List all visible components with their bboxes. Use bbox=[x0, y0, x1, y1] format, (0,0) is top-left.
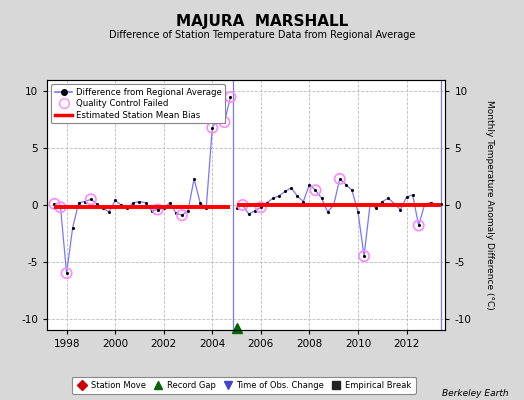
Point bbox=[330, 202, 338, 208]
Text: MAJURA  MARSHALL: MAJURA MARSHALL bbox=[176, 14, 348, 29]
Point bbox=[323, 209, 332, 215]
Point bbox=[378, 198, 387, 205]
Point bbox=[93, 201, 101, 207]
Point bbox=[238, 202, 247, 208]
Point bbox=[342, 181, 350, 188]
Point bbox=[178, 212, 186, 218]
Point bbox=[86, 196, 95, 202]
Y-axis label: Monthly Temperature Anomaly Difference (°C): Monthly Temperature Anomaly Difference (… bbox=[485, 100, 494, 310]
Point bbox=[220, 119, 228, 125]
Point bbox=[396, 206, 405, 213]
Point bbox=[245, 211, 253, 217]
Point bbox=[305, 181, 313, 188]
Point bbox=[402, 194, 411, 200]
Point bbox=[86, 196, 95, 202]
Point bbox=[196, 200, 204, 206]
Point bbox=[129, 200, 138, 206]
Point bbox=[348, 187, 356, 194]
Point bbox=[390, 201, 399, 207]
Text: Berkeley Earth: Berkeley Earth bbox=[442, 389, 508, 398]
Point bbox=[147, 208, 156, 214]
Legend: Station Move, Record Gap, Time of Obs. Change, Empirical Break: Station Move, Record Gap, Time of Obs. C… bbox=[72, 376, 416, 394]
Point bbox=[335, 176, 344, 182]
Point bbox=[50, 201, 59, 207]
Point bbox=[414, 222, 423, 229]
Point bbox=[281, 188, 289, 194]
Point bbox=[154, 206, 162, 213]
Point bbox=[166, 200, 174, 206]
Point bbox=[414, 222, 423, 229]
Point bbox=[232, 205, 241, 212]
Point bbox=[238, 202, 247, 208]
Point bbox=[287, 185, 296, 191]
Point bbox=[263, 200, 271, 206]
Point bbox=[354, 209, 362, 215]
Point bbox=[366, 201, 374, 207]
Point bbox=[105, 209, 113, 215]
Point bbox=[226, 94, 235, 100]
Point bbox=[74, 200, 83, 206]
Point bbox=[433, 202, 441, 208]
Point bbox=[159, 205, 168, 212]
Point bbox=[299, 198, 308, 205]
Point bbox=[427, 200, 435, 206]
Point bbox=[360, 253, 368, 259]
Point bbox=[202, 205, 211, 212]
Point bbox=[184, 208, 192, 214]
Point bbox=[311, 187, 320, 194]
Point bbox=[141, 200, 150, 206]
Point bbox=[257, 204, 265, 210]
Point bbox=[436, 201, 445, 207]
Point bbox=[214, 113, 223, 120]
Point bbox=[208, 124, 216, 131]
Point bbox=[214, 113, 223, 120]
Point bbox=[172, 210, 180, 216]
Point bbox=[275, 193, 283, 199]
Point bbox=[190, 176, 198, 182]
Point bbox=[208, 124, 216, 131]
Point bbox=[384, 195, 392, 201]
Point bbox=[293, 193, 301, 199]
Point bbox=[372, 205, 380, 212]
Point bbox=[178, 212, 186, 218]
Point bbox=[318, 195, 326, 201]
Point bbox=[220, 119, 228, 125]
Point bbox=[62, 270, 71, 276]
Point bbox=[56, 204, 64, 210]
Point bbox=[311, 187, 320, 194]
Point bbox=[81, 198, 89, 205]
Point bbox=[117, 202, 125, 208]
Point bbox=[226, 94, 235, 100]
Point bbox=[360, 253, 368, 259]
Point bbox=[69, 224, 77, 231]
Point bbox=[421, 201, 429, 207]
Point bbox=[250, 208, 259, 214]
Text: Difference of Station Temperature Data from Regional Average: Difference of Station Temperature Data f… bbox=[109, 30, 415, 40]
Point bbox=[135, 198, 144, 205]
Point bbox=[335, 176, 344, 182]
Point bbox=[111, 197, 119, 204]
Point bbox=[408, 192, 417, 198]
Point bbox=[154, 206, 162, 213]
Point bbox=[62, 270, 71, 276]
Point bbox=[269, 195, 277, 201]
Point bbox=[56, 204, 64, 210]
Point bbox=[99, 205, 107, 212]
Point bbox=[257, 204, 265, 210]
Point bbox=[123, 205, 132, 212]
Point bbox=[50, 201, 59, 207]
Legend: Difference from Regional Average, Quality Control Failed, Estimated Station Mean: Difference from Regional Average, Qualit… bbox=[51, 84, 225, 123]
